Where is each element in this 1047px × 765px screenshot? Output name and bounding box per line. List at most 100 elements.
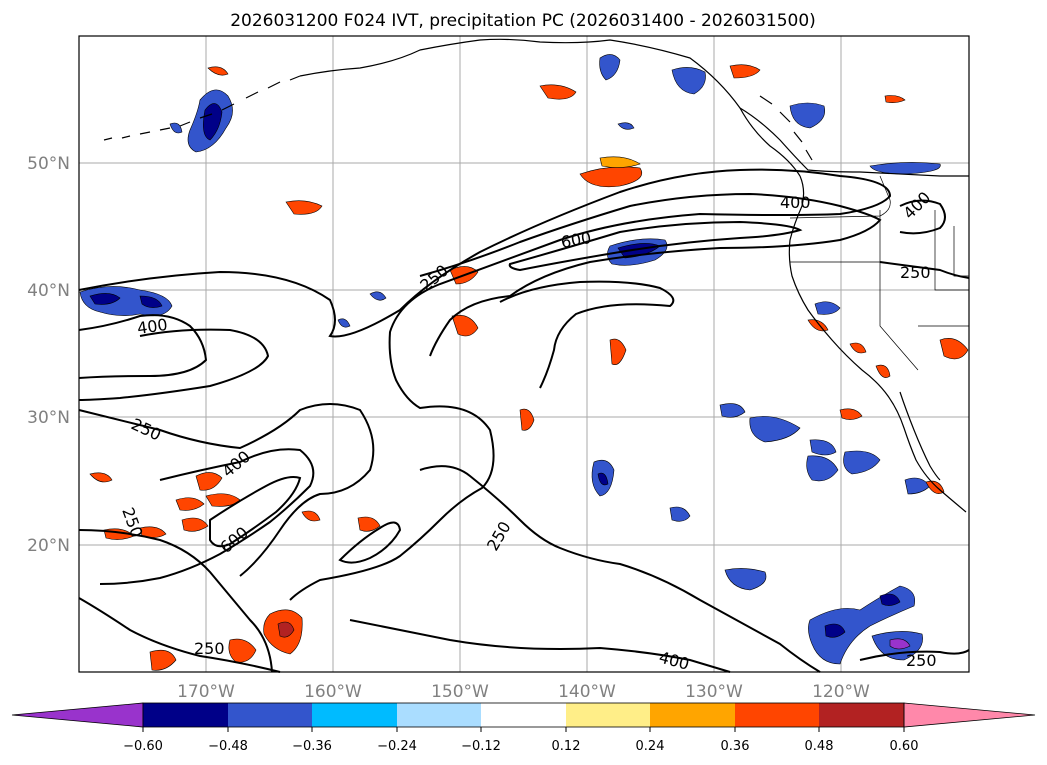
- aleutians: [103, 75, 301, 141]
- contour-label: 400: [780, 193, 811, 212]
- lat-label-40n: 40°N: [27, 281, 70, 301]
- contour-250-se: [859, 649, 970, 661]
- contour-250-west-top: [78, 314, 208, 379]
- lon-label-160w: 160°W: [304, 682, 362, 702]
- precip-blob-pos-north-6: [884, 95, 906, 103]
- precip-blob-pos-22: [301, 510, 321, 522]
- contour-250-south: [78, 597, 281, 673]
- precip-blob-pos-7: [849, 342, 867, 354]
- colorbar-tick-label: 0.48: [805, 739, 834, 754]
- canada-coast: [739, 107, 969, 177]
- colorbar-over-arrow: [903, 702, 1036, 728]
- contour-250-coast: [879, 261, 970, 279]
- colorbar-under-arrow: [11, 702, 144, 728]
- colorbar-tick-label: 0.60: [890, 739, 919, 754]
- precip-blob-pos-20: [149, 649, 177, 671]
- contour-400-south: [349, 619, 731, 673]
- colorbar-segment: [143, 703, 228, 727]
- colorbar-tick-label: 0.24: [636, 739, 665, 754]
- gridlines: [79, 36, 969, 672]
- precip-blob-small-4: [337, 318, 351, 328]
- contour-400-mid: [499, 280, 675, 389]
- precip-blob-pos-17: [357, 516, 381, 532]
- precip-blob-pos-5: [839, 408, 863, 420]
- colorbar-segment: [228, 703, 312, 727]
- lat-label-50n: 50°N: [27, 154, 70, 174]
- precip-blob-pos-north-4: [599, 156, 641, 168]
- precip-blob-pos-8: [939, 338, 969, 360]
- bc-islands: [759, 95, 813, 161]
- contour-250-mid-south: [419, 465, 821, 673]
- precip-blob-17n: [724, 568, 767, 591]
- colorbar-tick-label: −0.48: [208, 739, 248, 754]
- colorbar-outline: [142, 702, 905, 728]
- precip-blob-25n-a: [806, 455, 839, 482]
- precip-blob-pos-19: [228, 638, 257, 663]
- colorbar-tick-label: −0.12: [461, 739, 501, 754]
- contour-400-north: [419, 192, 882, 357]
- baja: [899, 391, 941, 481]
- precip-blob-pos-13: [181, 517, 209, 532]
- contour-250-west: [78, 403, 375, 577]
- precip-blob-small-1: [169, 122, 183, 134]
- contour-400-ne: [899, 199, 946, 235]
- colorbar-segment: [650, 703, 735, 727]
- map-frame: [78, 35, 970, 673]
- precip-blob-28n: [749, 416, 801, 443]
- map-frame-background: [79, 36, 969, 672]
- precip-blob-pos-north-2: [539, 84, 577, 100]
- lon-label-150w: 150°W: [431, 682, 489, 702]
- lat-label-30n: 30°N: [27, 408, 70, 428]
- colorbar: −0.60 −0.48 −0.36 −0.24 −0.12 0.12 0.24 …: [11, 702, 1036, 754]
- precip-blob-north-2: [789, 102, 825, 129]
- border-nv: [879, 262, 919, 371]
- ivt-contours: [78, 168, 970, 673]
- coastlines: [103, 38, 969, 513]
- precip-blob-pos-3: [609, 338, 627, 365]
- colorbar-segment: [566, 703, 650, 727]
- precip-blob-pos-north-1: [729, 64, 761, 79]
- precip-blob-canada: [869, 162, 941, 175]
- contour-250-hawaii: [338, 521, 402, 564]
- colorbar-tick-label: −0.60: [123, 739, 163, 754]
- contour-label: 250: [194, 639, 225, 658]
- precip-blob-small-3: [617, 122, 635, 130]
- precip-blob-north-1: [599, 54, 621, 81]
- contour-600-inner: [209, 476, 302, 548]
- colorbar-segment: [481, 703, 566, 727]
- colorbar-segment: [819, 703, 904, 727]
- precip-positive-regions: [89, 64, 969, 671]
- precip-blob-pos-4: [519, 408, 535, 431]
- precip-blob-north-3: [671, 67, 706, 95]
- figure-title: 2026031200 F024 IVT, precipitation PC (2…: [230, 11, 816, 31]
- lon-label-170w: 170°W: [177, 682, 235, 702]
- alaska-coast: [299, 38, 801, 177]
- state-borders: [789, 175, 969, 371]
- precip-blob-coast-38n: [814, 301, 841, 315]
- contour-label: 250: [900, 263, 931, 282]
- precip-blob-pos-14: [89, 472, 113, 483]
- colorbar-tick-label: −0.24: [377, 739, 417, 754]
- precip-blob-22n: [669, 506, 691, 522]
- precip-blob-pos-north-7: [207, 66, 229, 76]
- contour-400-inner: [99, 448, 315, 585]
- lon-label-130w: 130°W: [685, 682, 743, 702]
- contour-label: 400: [136, 315, 169, 338]
- lon-label-120w: 120°W: [812, 682, 870, 702]
- lon-label-140w: 140°W: [558, 682, 616, 702]
- colorbar-segment: [735, 703, 819, 727]
- precip-blob-29n: [719, 403, 746, 418]
- colorbar-ticks: [142, 727, 905, 732]
- border-id: [934, 210, 969, 291]
- precip-blob-pos-10: [195, 472, 223, 491]
- precip-blob-pos-2: [451, 314, 479, 337]
- colorbar-tick-label: 0.36: [721, 739, 750, 754]
- colorbar-segment: [312, 703, 397, 727]
- west-coast: [788, 175, 967, 513]
- contour-400-west: [78, 328, 270, 401]
- border-ut: [953, 226, 969, 277]
- colorbar-tick-label: 0.12: [552, 739, 581, 754]
- contour-600-north: [508, 220, 803, 272]
- precip-blob-27n: [809, 439, 837, 456]
